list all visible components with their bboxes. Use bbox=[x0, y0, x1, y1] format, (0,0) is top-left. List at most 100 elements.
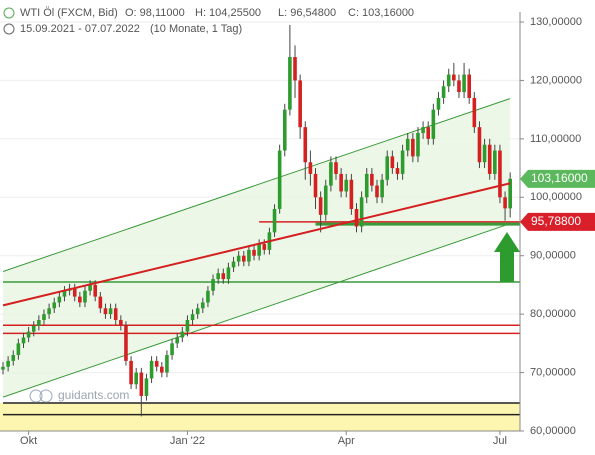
collapse-icon[interactable] bbox=[3, 7, 15, 19]
candle-body bbox=[318, 197, 323, 215]
candle-body bbox=[175, 337, 179, 344]
candle-body bbox=[108, 308, 113, 315]
arrow bbox=[494, 232, 520, 282]
y-tick-label: 60,00000 bbox=[530, 425, 576, 437]
candle-body bbox=[83, 290, 87, 303]
candle-body bbox=[400, 150, 405, 174]
candle-body bbox=[446, 74, 451, 87]
candle-body bbox=[493, 150, 497, 174]
x-tick-label: Okt bbox=[20, 435, 37, 447]
period: (10 Monate, 1 Tag) bbox=[150, 23, 242, 35]
candle-body bbox=[462, 74, 466, 93]
candle-body bbox=[395, 168, 400, 174]
candle-body bbox=[329, 162, 333, 186]
price-tag bbox=[520, 169, 595, 188]
candle-body bbox=[119, 319, 123, 326]
candle-body bbox=[370, 173, 374, 186]
candle-body bbox=[411, 138, 415, 157]
candle-body bbox=[57, 296, 62, 303]
candle-body bbox=[441, 86, 446, 98]
candle-body bbox=[503, 197, 507, 209]
candle-body bbox=[149, 360, 154, 379]
candle-body bbox=[288, 57, 292, 110]
candle-body bbox=[93, 284, 98, 297]
candle-body bbox=[201, 302, 205, 309]
y-tick-label: 80,00000 bbox=[530, 308, 576, 320]
clock-icon bbox=[3, 23, 15, 35]
x-tick-label: Apr bbox=[338, 435, 355, 447]
candle-body bbox=[78, 296, 82, 303]
candle-body bbox=[354, 208, 359, 227]
channel-line bbox=[2, 223, 511, 398]
candle-body bbox=[344, 179, 349, 192]
candle-body bbox=[206, 290, 210, 303]
candle-body bbox=[277, 150, 282, 209]
candle-body bbox=[298, 80, 302, 128]
candle-body bbox=[477, 127, 482, 163]
candle-body bbox=[313, 173, 318, 198]
candle-body bbox=[231, 261, 236, 268]
channel-fill bbox=[3, 98, 511, 398]
candle-body bbox=[72, 288, 77, 297]
candle-body bbox=[165, 355, 169, 373]
trend-line bbox=[2, 182, 511, 307]
price-tag-label: 95,78800 bbox=[531, 214, 581, 228]
candle-body bbox=[247, 249, 251, 262]
candle-body bbox=[113, 308, 118, 320]
y-tick-label: 100,00000 bbox=[530, 191, 582, 203]
candle-body bbox=[339, 173, 343, 192]
candle-body bbox=[26, 331, 31, 338]
candle-body bbox=[180, 331, 185, 338]
candle-body bbox=[52, 302, 57, 309]
candle-body bbox=[334, 162, 338, 174]
price-tag-label: 103,16000 bbox=[531, 171, 588, 185]
candle-body bbox=[185, 319, 190, 332]
x-tick-label: Jan '22 bbox=[170, 435, 205, 447]
candle-body bbox=[385, 156, 390, 180]
candle-body bbox=[252, 249, 256, 256]
candle-body bbox=[216, 273, 220, 280]
candle-body bbox=[11, 355, 16, 361]
candle-body bbox=[103, 308, 108, 315]
candle-body bbox=[129, 360, 133, 385]
price-tag bbox=[520, 212, 595, 231]
candle-body bbox=[31, 325, 36, 332]
candle-body bbox=[236, 255, 241, 262]
logo bbox=[29, 389, 43, 403]
candle-body bbox=[272, 208, 277, 233]
candle-body bbox=[134, 372, 139, 385]
candle-body bbox=[144, 378, 149, 396]
date-range: 15.09.2021 - 07.07.2022 bbox=[20, 23, 140, 35]
candle-body bbox=[226, 267, 231, 280]
candle-body bbox=[364, 173, 369, 198]
candle-body bbox=[416, 133, 420, 157]
candle-body bbox=[303, 127, 308, 163]
candle-body bbox=[190, 314, 195, 320]
candle-body bbox=[124, 325, 128, 361]
candle-body bbox=[98, 296, 103, 309]
chart-title: WTI Öl (FXCM, Bid) bbox=[20, 7, 118, 19]
candle-body bbox=[160, 366, 164, 373]
candle-body bbox=[390, 156, 395, 169]
ohlc-label: C: 103,16000 bbox=[348, 7, 414, 19]
ohlc-label: O: 98,11000 bbox=[125, 7, 185, 19]
candle-body bbox=[487, 144, 492, 174]
candle-body bbox=[426, 127, 431, 139]
candle-body bbox=[359, 197, 364, 227]
zone bbox=[0, 402, 520, 431]
candle-body bbox=[452, 74, 456, 81]
watermark: guidants.com bbox=[58, 388, 129, 402]
candle-body bbox=[323, 185, 328, 215]
candle-body bbox=[457, 80, 461, 93]
candle-body bbox=[293, 57, 297, 81]
candle-body bbox=[482, 144, 487, 163]
candle-body bbox=[262, 244, 267, 250]
candle-body bbox=[349, 179, 354, 209]
candle-body bbox=[21, 337, 26, 344]
y-tick-label: 130,00000 bbox=[530, 16, 582, 28]
ohlc-label: H: 104,25500 bbox=[195, 7, 261, 19]
candle-body bbox=[431, 109, 436, 139]
candle-body bbox=[375, 185, 379, 198]
